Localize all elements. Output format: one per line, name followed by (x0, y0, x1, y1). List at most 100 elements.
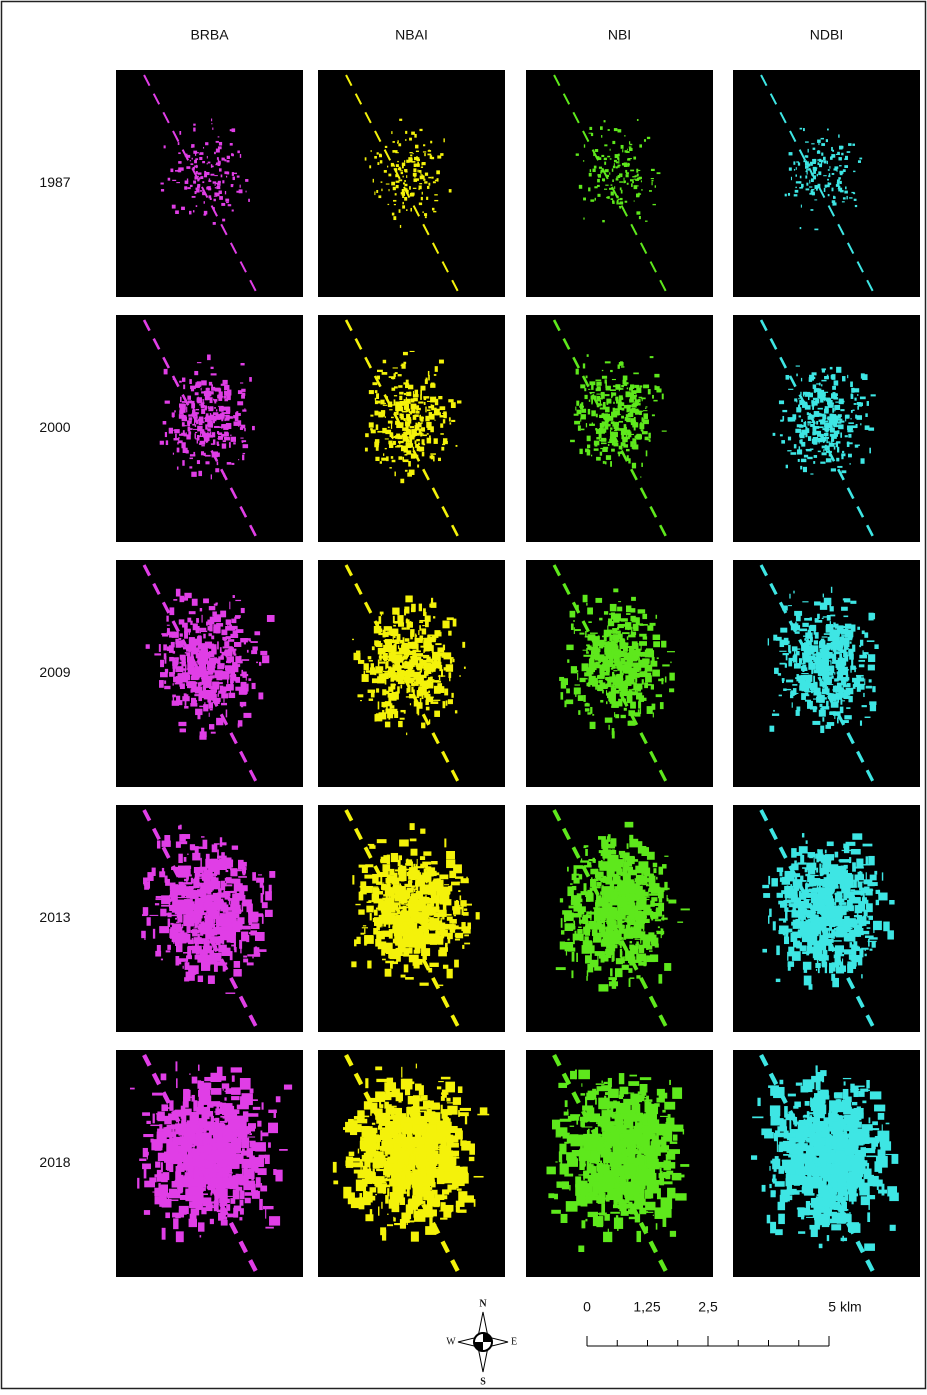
land-patch (383, 453, 384, 456)
land-patch (460, 895, 462, 900)
land-patch (198, 668, 202, 675)
land-patch (424, 886, 430, 894)
land-patch (221, 434, 227, 437)
land-patch (844, 692, 849, 695)
land-patch (238, 421, 239, 427)
land-patch (402, 202, 403, 204)
land-patch (422, 434, 427, 436)
land-patch (579, 633, 584, 635)
land-patch (794, 444, 797, 448)
land-patch (835, 416, 839, 422)
land-patch (420, 935, 428, 942)
land-patch (632, 181, 634, 183)
land-patch (833, 428, 834, 431)
land-patch (842, 647, 843, 652)
land-patch (426, 644, 432, 651)
land-patch (434, 194, 438, 195)
land-patch (146, 644, 150, 649)
land-patch (826, 431, 829, 433)
land-patch (618, 160, 619, 164)
land-patch (805, 632, 812, 638)
land-patch (217, 916, 226, 921)
land-patch (362, 674, 369, 682)
land-patch (196, 946, 200, 954)
land-patch (376, 643, 383, 647)
land-patch (432, 635, 438, 638)
land-patch (632, 617, 637, 622)
land-patch (571, 970, 573, 978)
land-patch (588, 682, 591, 687)
land-patch (184, 706, 188, 709)
land-patch (793, 591, 794, 594)
land-patch (192, 642, 197, 646)
land-patch (788, 645, 791, 652)
land-patch (630, 702, 636, 709)
map-image (526, 560, 713, 787)
land-patch (360, 700, 362, 701)
land-patch (590, 169, 591, 172)
land-patch (610, 968, 612, 976)
land-patch (408, 670, 414, 677)
land-patch (426, 906, 432, 916)
land-patch (869, 448, 871, 454)
land-patch (405, 139, 406, 141)
land-patch (201, 694, 202, 699)
land-patch (626, 151, 630, 153)
land-patch (394, 472, 395, 477)
land-patch (186, 623, 187, 626)
land-patch (211, 732, 216, 734)
land-patch (383, 360, 386, 364)
land-patch (629, 146, 632, 147)
land-patch (423, 179, 425, 181)
land-patch (571, 666, 577, 673)
land-patch (210, 174, 214, 176)
land-patch (656, 694, 662, 697)
land-patch (621, 618, 628, 621)
land-patch (247, 650, 249, 653)
land-patch (645, 437, 649, 441)
land-patch (586, 603, 587, 606)
land-patch (842, 451, 844, 453)
land-patch (433, 663, 438, 667)
land-patch (386, 184, 390, 185)
land-patch (425, 173, 428, 176)
land-patch (172, 180, 176, 181)
land-patch (583, 655, 591, 657)
land-patch (619, 402, 622, 405)
land-patch (621, 145, 624, 149)
land-patch (173, 683, 174, 685)
land-patch (419, 429, 421, 435)
land-patch (400, 479, 404, 483)
land-patch (615, 428, 619, 431)
land-patch (798, 459, 800, 462)
land-patch (189, 631, 190, 635)
land-patch (160, 660, 164, 667)
land-patch (627, 149, 628, 150)
land-patch (219, 196, 223, 200)
land-patch (868, 654, 875, 662)
land-patch (854, 398, 856, 401)
land-patch (579, 185, 582, 189)
land-patch (217, 157, 219, 160)
land-patch (611, 192, 613, 193)
land-patch (647, 667, 651, 668)
land-patch (639, 411, 642, 415)
land-patch (612, 179, 614, 182)
land-patch (377, 839, 387, 843)
land-patch (615, 422, 617, 425)
land-patch (808, 149, 809, 153)
land-patch (613, 415, 618, 418)
land-patch (196, 189, 199, 193)
land-patch (805, 405, 811, 410)
land-patch (837, 466, 842, 468)
land-patch (393, 625, 396, 627)
land-patch (417, 170, 418, 173)
land-patch (411, 861, 413, 868)
land-patch (449, 417, 451, 421)
land-patch (636, 692, 642, 699)
land-patch (201, 836, 204, 837)
land-patch (262, 885, 264, 894)
land-patch (773, 433, 776, 436)
land-patch (828, 402, 829, 406)
land-patch (369, 390, 374, 394)
